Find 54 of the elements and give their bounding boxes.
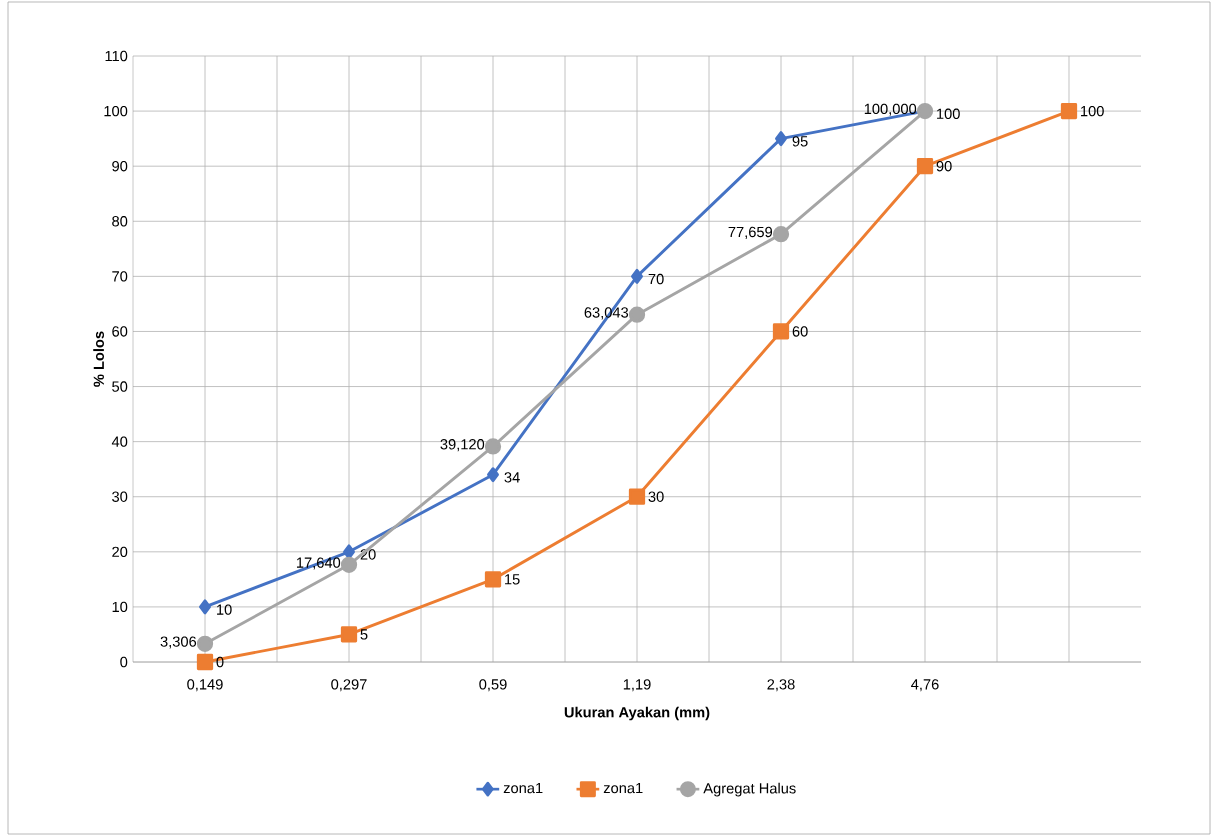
point bbox=[628, 306, 646, 323]
point bbox=[484, 438, 502, 455]
y-axis-title: % Lolos bbox=[93, 331, 105, 387]
legend-label: zona1 bbox=[503, 783, 543, 794]
data-label: 34 bbox=[504, 472, 520, 483]
data-label: 3,306 bbox=[160, 636, 197, 649]
point bbox=[772, 226, 790, 243]
y-tick-label: 90 bbox=[112, 161, 128, 172]
data-label: 100 bbox=[937, 108, 960, 119]
y-tick-label: 70 bbox=[112, 271, 128, 282]
point bbox=[199, 599, 211, 615]
data-label: 39,120 bbox=[440, 439, 485, 452]
y-tick-label: 30 bbox=[112, 491, 128, 502]
data-label: 15 bbox=[505, 574, 520, 585]
data-label: 100 bbox=[1081, 105, 1104, 117]
point bbox=[1060, 102, 1078, 120]
point bbox=[340, 626, 358, 643]
point bbox=[916, 158, 934, 175]
x-tick-label: 0,297 bbox=[331, 679, 367, 692]
x-tick-label: 0,59 bbox=[479, 679, 507, 692]
point bbox=[484, 571, 502, 588]
data-label: 10 bbox=[217, 604, 232, 615]
legend-label: zona1 bbox=[603, 783, 643, 794]
y-tick-label: 10 bbox=[112, 601, 128, 613]
data-label: 90 bbox=[936, 161, 952, 172]
y-tick-label: 40 bbox=[111, 436, 128, 447]
x-tick-label: 1,19 bbox=[623, 679, 651, 692]
x-tick-label: 4,76 bbox=[911, 679, 939, 692]
data-label: 95 bbox=[792, 136, 808, 147]
y-tick-label: 80 bbox=[112, 216, 128, 227]
point bbox=[196, 635, 214, 652]
x-axis-title: Ukuran Ayakan (mm) bbox=[564, 706, 710, 721]
legend-label: Agregat Halus bbox=[703, 782, 796, 797]
point bbox=[340, 556, 358, 573]
data-label: 77,659 bbox=[728, 226, 773, 239]
y-tick-label: 100 bbox=[104, 105, 128, 117]
y-tick-label: 50 bbox=[112, 381, 128, 392]
point bbox=[631, 268, 643, 284]
data-label: 60 bbox=[792, 326, 808, 337]
data-label: 100,000 bbox=[864, 103, 917, 116]
y-tick-label: 60 bbox=[112, 326, 128, 337]
point bbox=[775, 131, 787, 147]
data-label: 5 bbox=[360, 629, 368, 640]
y-tick-label: 20 bbox=[112, 546, 128, 558]
x-tick-label: 0,149 bbox=[187, 679, 223, 692]
point bbox=[196, 653, 214, 671]
x-tick-label: 2,38 bbox=[767, 679, 795, 692]
point bbox=[628, 488, 646, 505]
y-tick-label: 110 bbox=[105, 50, 128, 62]
y-tick-label: 0 bbox=[120, 656, 128, 668]
data-label: 70 bbox=[648, 273, 664, 285]
point bbox=[772, 323, 790, 340]
data-label: 30 bbox=[648, 491, 664, 502]
point bbox=[487, 467, 499, 483]
